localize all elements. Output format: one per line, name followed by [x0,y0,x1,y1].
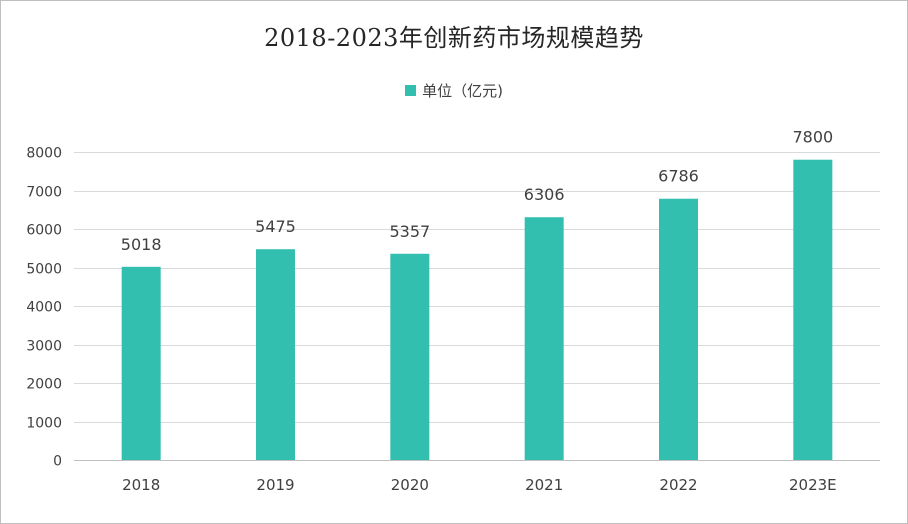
data-label-2020: 5357 [389,222,430,241]
legend-swatch [405,85,417,96]
y-axis-ticks: 0 1000 2000 3000 4000 5000 6000 7000 8000 [26,146,62,470]
bar-2021 [524,217,564,460]
x-tick-label-2021: 2021 [525,476,563,494]
data-label-2019: 5475 [255,217,296,236]
y-tick-label: 5000 [26,262,62,278]
x-tick-label-2022: 2022 [659,476,697,494]
legend: 单位（亿元) [0,80,908,101]
data-label-2021: 6306 [524,185,565,204]
x-tick-label-2023E: 2023E [789,476,837,494]
bar-2019 [256,249,295,460]
y-tick-label: 1000 [26,416,62,432]
data-label-2023E: 7800 [792,128,833,147]
gridlines [74,152,880,461]
data-labels: 5018 5475 5357 6306 6786 7800 [121,128,833,254]
data-label-2018: 5018 [121,235,162,254]
bar-2018 [121,266,161,460]
bar-2022 [659,198,698,460]
y-tick-label: 4000 [26,300,62,316]
chart-title: 2018-2023年创新药市场规模趋势 [264,24,644,52]
bars [121,159,833,460]
y-tick-label: 7000 [26,185,62,201]
y-tick-label: 3000 [26,339,62,355]
x-tick-label-2019: 2019 [256,476,294,494]
y-tick-label: 6000 [26,223,62,239]
y-tick-label: 2000 [26,377,62,393]
legend-label: 单位（亿元) [422,82,503,100]
bar-2020 [390,253,430,460]
x-axis-ticks: 2018 2019 2020 2021 2022 2023E [122,476,837,494]
y-tick-label: 0 [53,454,62,470]
x-tick-label-2018: 2018 [122,476,160,494]
y-tick-label: 8000 [26,146,62,162]
bar-2023E [793,159,833,460]
data-label-2022: 6786 [658,167,699,186]
x-tick-label-2020: 2020 [391,476,429,494]
